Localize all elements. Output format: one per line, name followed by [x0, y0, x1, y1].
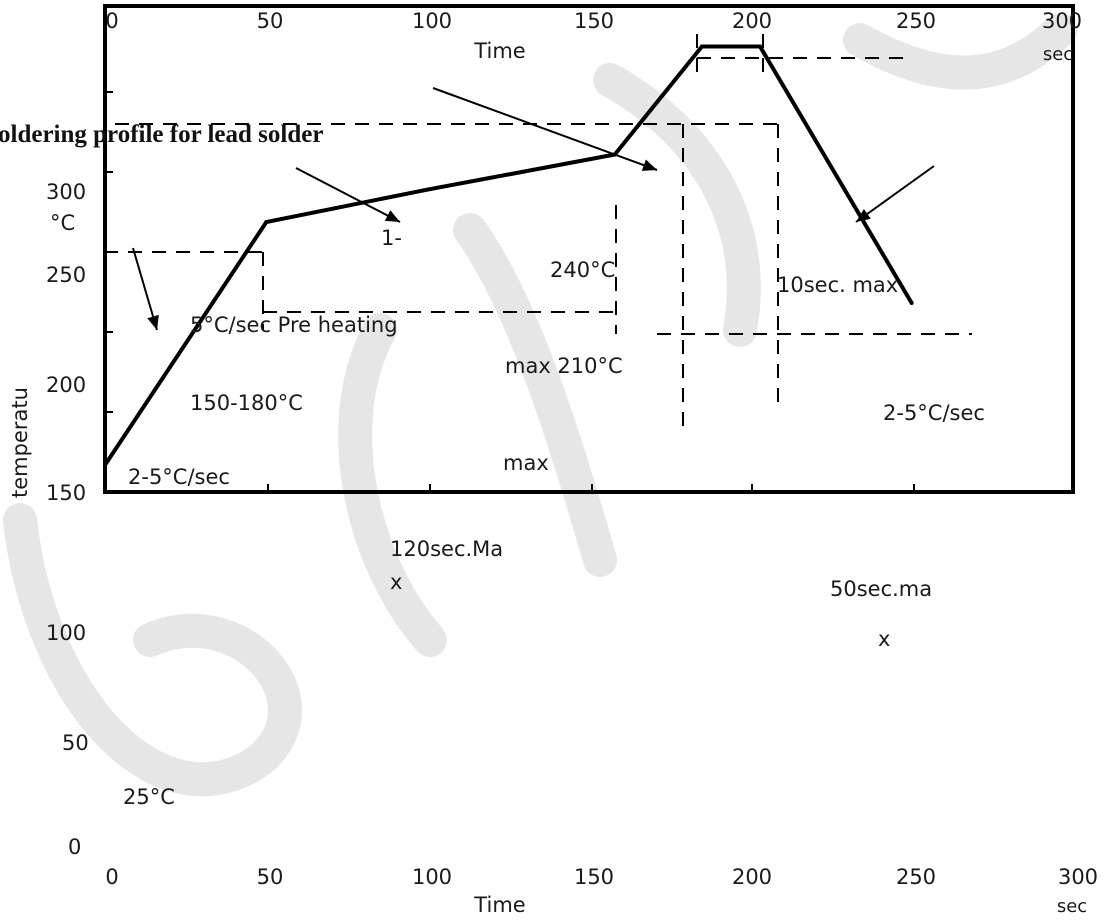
- y-tick: 300: [46, 180, 86, 204]
- x-bottom-tick: 0: [105, 865, 118, 889]
- y-tick: 250: [46, 263, 86, 287]
- annotation-reflow-time-line2: x: [878, 627, 890, 651]
- annotation-peak-temp: 240°C: [550, 258, 615, 282]
- annotation-max-temp: max 210°C: [505, 354, 623, 378]
- annotation-peak-time: 10sec. max: [777, 273, 898, 297]
- x-bottom-tick: 50: [257, 865, 284, 889]
- x-bottom-tick: 100: [412, 865, 452, 889]
- arrow-head: [856, 208, 871, 222]
- x-top-tick: 50: [257, 9, 284, 33]
- annotation-ramp-to-preheat: 5°C/sec Pre heating: [190, 313, 398, 337]
- arrow-shaft: [855, 165, 935, 223]
- x-bottom-tick: 150: [574, 865, 614, 889]
- profile-point: [699, 44, 704, 49]
- annotation-ambient: 25°C: [123, 785, 175, 809]
- x-axis-bottom: 0 50 100 150 200 250 300 Time sec: [105, 865, 1098, 917]
- arrow-head: [641, 159, 657, 171]
- profile-point: [758, 44, 763, 49]
- annotation-preheat-time-line2: x: [390, 570, 402, 594]
- guide-lines: [104, 34, 972, 492]
- x-top-tick: 250: [896, 9, 936, 33]
- profile-point: [103, 463, 107, 467]
- arrow-shaft: [295, 167, 401, 223]
- x-top-tick: 200: [732, 9, 772, 33]
- annotation-one-dash: 1-: [381, 226, 402, 250]
- x-bottom-label: Time: [473, 893, 525, 917]
- arrow-head: [384, 210, 400, 222]
- x-bottom-tick: 250: [896, 865, 936, 889]
- profile-point: [264, 220, 269, 224]
- x-bottom-tick: 200: [732, 865, 772, 889]
- y-axis: 300 °C 250 200 150 100 50 0 temperatu: [8, 180, 89, 859]
- x-top-unit: sec: [1043, 44, 1073, 65]
- annotations: 2-5°C/sec 5°C/sec Pre heating 150-180°C …: [123, 226, 985, 809]
- y-tick: 50: [62, 731, 89, 755]
- y-tick: 150: [46, 481, 86, 505]
- arrow-shaft: [132, 247, 158, 331]
- annotation-max: max: [503, 451, 549, 475]
- x-top-label: Time: [473, 39, 525, 63]
- arrow-head: [147, 314, 159, 330]
- x-top-tick: 300: [1042, 9, 1082, 33]
- annotation-ramp-rate-start: 2-5°C/sec: [128, 465, 230, 489]
- chart-title: oldering profile for lead solder: [0, 121, 323, 148]
- x-top-tick: 100: [412, 9, 452, 33]
- y-tick: 0: [68, 835, 81, 859]
- y-tick: 100: [46, 621, 86, 645]
- x-axis-top: 0 50 100 150 200 250 300 Time sec: [105, 9, 1082, 65]
- profile-point: [425, 187, 430, 192]
- x-top-tick: 0: [105, 9, 118, 33]
- y-axis-label: temperatu: [8, 387, 32, 498]
- watermark: [3, 13, 1077, 797]
- annotation-preheat-time-line1: 120sec.Ma: [390, 537, 503, 561]
- y-tick-unit: °C: [50, 211, 75, 235]
- x-top-tick: 150: [574, 9, 614, 33]
- profile-point: [909, 301, 914, 305]
- annotation-cool-rate: 2-5°C/sec: [883, 401, 985, 425]
- annotation-preheat-range: 150-180°C: [190, 391, 303, 415]
- plot-frame: [103, 4, 1075, 494]
- x-bottom-tick: 300: [1058, 865, 1098, 889]
- arrow-shaft: [432, 87, 658, 171]
- y-tick: 200: [46, 373, 86, 397]
- arrow-layer: [132, 87, 935, 331]
- x-bottom-unit: sec: [1057, 896, 1087, 917]
- annotation-reflow-time-line1: 50sec.ma: [830, 577, 932, 601]
